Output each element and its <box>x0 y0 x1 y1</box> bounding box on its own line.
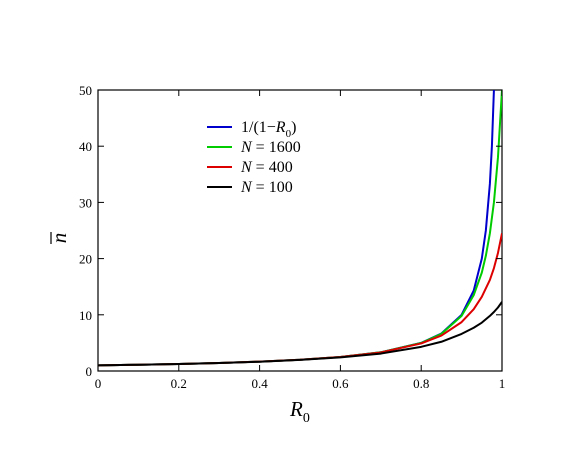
series-layer <box>98 90 502 367</box>
series-line-2 <box>98 233 502 367</box>
y-tick-label: 20 <box>79 252 92 267</box>
y-tick-label: 50 <box>79 83 92 98</box>
x-tick-label: 1 <box>499 376 506 391</box>
y-tick-label: 40 <box>79 139 92 154</box>
legend-label-3: N = 100 <box>240 179 293 196</box>
y-tick-label: 30 <box>79 195 92 210</box>
plot-frame <box>97 89 503 372</box>
legend: 1/(1−R0)N = 1600 N = 400 N = 100 <box>207 119 301 196</box>
y-tick-label: 10 <box>79 308 92 323</box>
legend-label-0: 1/(1−R0) <box>241 119 296 140</box>
svg-text:n: n <box>47 233 71 244</box>
x-tick-label: 0.6 <box>332 376 349 391</box>
x-tick-label: 0 <box>95 376 102 391</box>
series-line-1 <box>98 90 502 367</box>
x-tick-label: 0.4 <box>251 376 268 391</box>
y-axis-title: n <box>47 232 71 244</box>
y-tick-label: 0 <box>86 364 93 379</box>
series-line-3 <box>98 301 502 367</box>
x-tick-label: 0.8 <box>413 376 429 391</box>
legend-label-1: N = 1600 <box>240 139 301 156</box>
x-axis-title: R0 <box>289 397 310 426</box>
legend-label-2: N = 400 <box>240 159 293 176</box>
x-tick-label: 0.2 <box>171 376 187 391</box>
